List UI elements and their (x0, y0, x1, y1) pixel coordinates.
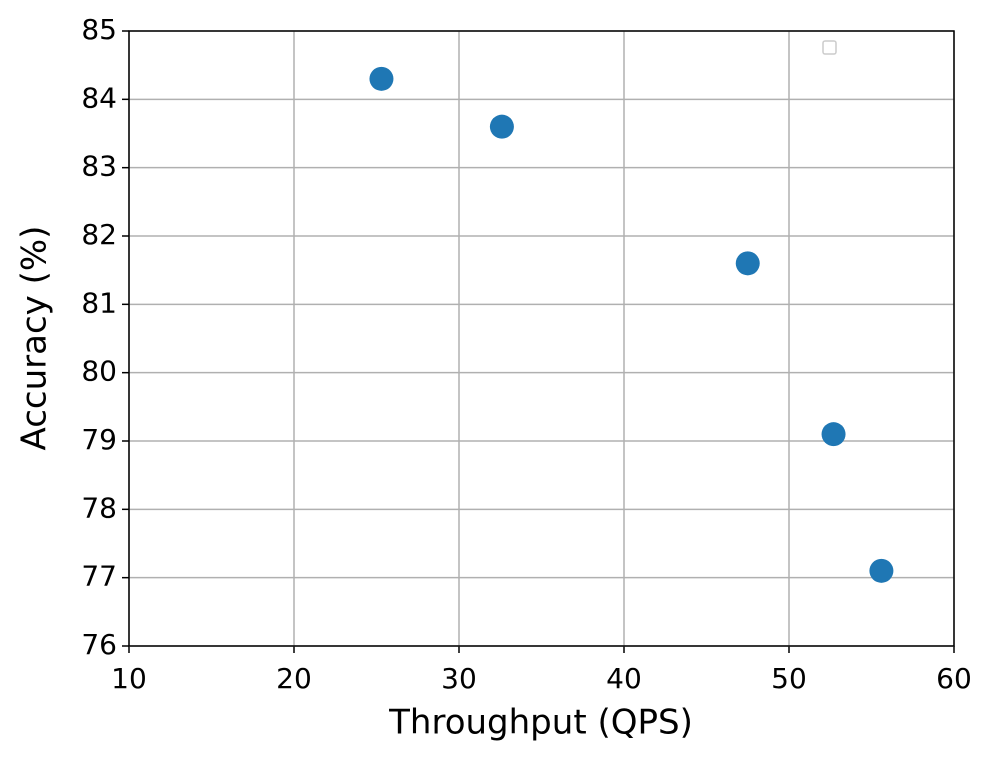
x-tick-label: 60 (936, 662, 972, 695)
x-tick-label: 30 (441, 662, 477, 695)
point (821, 422, 846, 447)
y-tick-label: 82 (81, 218, 117, 251)
y-tick-label: 84 (81, 81, 117, 114)
y-tick-label: 80 (81, 355, 117, 388)
point (369, 66, 394, 91)
y-tick-label: 83 (81, 150, 117, 183)
y-tick-label: 76 (81, 628, 117, 661)
point (869, 558, 894, 583)
legend-box (822, 40, 837, 55)
y-tick-label: 77 (81, 560, 117, 593)
x-tick-label: 10 (111, 662, 147, 695)
x-tick-label: 40 (606, 662, 642, 695)
y-axis-label: Accuracy (%) (15, 226, 55, 451)
y-tick-label: 81 (81, 286, 117, 319)
x-tick-label: 20 (276, 662, 312, 695)
y-tick-label: 78 (81, 491, 117, 524)
x-tick-label: 50 (771, 662, 807, 695)
point (735, 251, 760, 276)
y-tick-label: 79 (81, 423, 117, 456)
x-axis-label: Throughput (QPS) (388, 703, 693, 743)
point (489, 114, 514, 139)
plot-frame (128, 30, 955, 647)
y-tick-label: 85 (81, 13, 117, 46)
